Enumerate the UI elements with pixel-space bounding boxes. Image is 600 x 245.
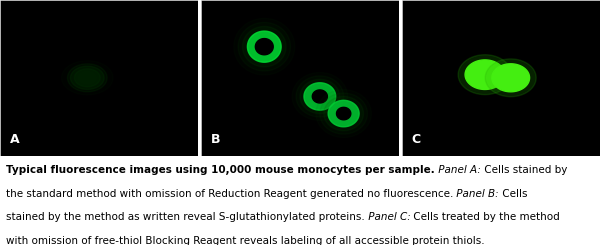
Polygon shape <box>79 72 96 84</box>
Polygon shape <box>324 97 364 131</box>
Polygon shape <box>316 90 371 137</box>
Polygon shape <box>62 61 113 95</box>
Text: Panel A:: Panel A: <box>435 165 481 174</box>
Text: Cells treated by the method: Cells treated by the method <box>410 212 560 222</box>
Text: A: A <box>10 133 20 146</box>
Polygon shape <box>292 73 347 120</box>
Polygon shape <box>458 55 512 95</box>
Text: C: C <box>412 133 421 146</box>
Text: stained by the method as written reveal S-glutathionylated proteins.: stained by the method as written reveal … <box>6 212 365 222</box>
Polygon shape <box>238 22 290 71</box>
Text: Panel C:: Panel C: <box>365 212 410 222</box>
Polygon shape <box>247 31 281 62</box>
Polygon shape <box>465 60 505 89</box>
Polygon shape <box>296 76 344 117</box>
Polygon shape <box>234 18 295 75</box>
Polygon shape <box>337 107 351 120</box>
Text: B: B <box>211 133 220 146</box>
Polygon shape <box>67 64 107 92</box>
Text: Panel B:: Panel B: <box>454 189 499 199</box>
Polygon shape <box>74 69 100 87</box>
Polygon shape <box>492 64 530 92</box>
Polygon shape <box>70 66 104 89</box>
Polygon shape <box>242 26 286 67</box>
Polygon shape <box>320 93 367 134</box>
Polygon shape <box>256 38 273 55</box>
Text: Cells: Cells <box>499 189 527 199</box>
Polygon shape <box>313 90 328 103</box>
Text: Typical fluorescence images using 10,000 mouse monocytes per sample.: Typical fluorescence images using 10,000… <box>6 165 435 174</box>
Polygon shape <box>485 59 536 97</box>
Text: Cells stained by: Cells stained by <box>481 165 567 174</box>
Polygon shape <box>300 79 340 114</box>
Polygon shape <box>328 100 359 127</box>
Text: the standard method with omission of Reduction Reagent generated no fluorescence: the standard method with omission of Red… <box>6 189 454 199</box>
Polygon shape <box>304 83 336 110</box>
Text: with omission of free-thiol Blocking Reagent reveals labeling of all accessible : with omission of free-thiol Blocking Rea… <box>6 236 485 245</box>
